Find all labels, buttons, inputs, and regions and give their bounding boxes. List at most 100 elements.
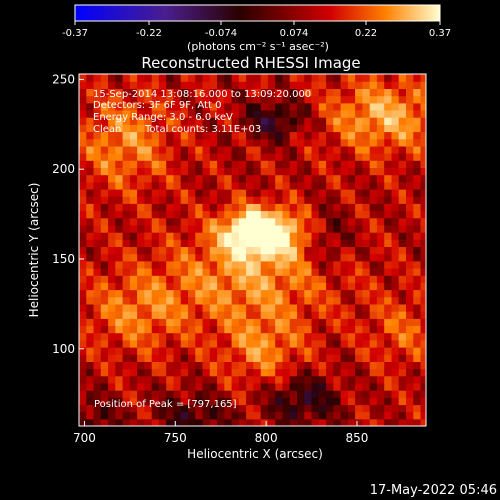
heatmap-cell — [362, 325, 371, 334]
heatmap-cell — [122, 332, 131, 341]
heatmap-cell — [158, 224, 167, 233]
heatmap-cell — [326, 411, 334, 420]
heatmap-cell — [391, 397, 400, 406]
heatmap-cell — [340, 289, 349, 298]
heatmap-cell — [253, 145, 262, 154]
heatmap-cell — [217, 368, 225, 377]
heatmap-cell — [340, 318, 349, 326]
heatmap — [79, 74, 426, 426]
heatmap-cell — [289, 404, 298, 413]
heatmap-cell — [376, 210, 385, 219]
heatmap-cell — [326, 339, 334, 348]
heatmap-cell — [238, 397, 247, 406]
heatmap-cell — [217, 397, 225, 406]
heatmap-cell — [376, 246, 385, 255]
heatmap-cell — [151, 102, 160, 111]
heatmap-cell — [362, 296, 371, 305]
heatmap-cell — [100, 397, 109, 406]
heatmap-cell — [180, 411, 189, 420]
heatmap-cell — [238, 196, 247, 204]
heatmap-cell — [188, 404, 196, 413]
heatmap-cell — [260, 318, 269, 326]
heatmap-cell — [173, 325, 182, 334]
heatmap-cell — [260, 282, 269, 291]
heatmap-cell — [246, 411, 254, 420]
heatmap-cell — [137, 232, 145, 240]
heatmap-cell — [122, 390, 131, 398]
heatmap-cell — [304, 232, 313, 240]
heatmap-cell — [108, 124, 116, 133]
heatmap-cell — [398, 260, 407, 269]
heatmap-cell — [100, 325, 109, 334]
heatmap-cell — [246, 382, 254, 391]
heatmap-cell — [304, 117, 313, 125]
heatmap-cell — [333, 95, 342, 104]
heatmap-cell — [129, 102, 138, 111]
heatmap-cell — [224, 318, 233, 326]
heatmap-cell — [144, 188, 153, 197]
heatmap-cell — [224, 117, 233, 125]
heatmap-cell — [144, 167, 153, 176]
heatmap-cell — [362, 74, 371, 82]
heatmap-cell — [166, 325, 175, 334]
heatmap-cell — [217, 296, 225, 305]
heatmap-cell — [144, 390, 153, 398]
heatmap-cell — [333, 232, 342, 240]
heatmap-cell — [267, 74, 276, 82]
heatmap-cell — [195, 268, 204, 276]
heatmap-cell — [391, 411, 400, 420]
heatmap-cell — [137, 117, 145, 125]
heatmap-cell — [267, 181, 276, 190]
heatmap-cell — [224, 224, 233, 233]
heatmap-cell — [93, 332, 102, 341]
heatmap-cell — [231, 339, 240, 348]
heatmap-cell — [384, 224, 393, 233]
heatmap-cell — [355, 217, 363, 226]
heatmap-cell — [297, 174, 305, 183]
heatmap-cell — [318, 88, 327, 97]
heatmap-cell — [195, 109, 204, 118]
heatmap-cell — [115, 210, 124, 219]
heatmap-cell — [144, 268, 153, 276]
heatmap-cell — [137, 390, 145, 398]
heatmap-cell — [151, 282, 160, 291]
heatmap-cell — [398, 102, 407, 111]
heatmap-cell — [202, 361, 211, 370]
heatmap-cell — [115, 138, 124, 147]
heatmap-cell — [304, 124, 313, 133]
heatmap-cell — [93, 210, 102, 219]
heatmap-cell — [195, 74, 204, 82]
heatmap-cell — [333, 239, 342, 247]
heatmap-cell — [420, 145, 426, 154]
heatmap-cell — [115, 181, 124, 190]
heatmap-cell — [413, 354, 422, 362]
heatmap-cell — [376, 138, 385, 147]
heatmap-cell — [195, 210, 204, 219]
heatmap-cell — [166, 153, 175, 161]
heatmap-cell — [420, 325, 426, 334]
heatmap-cell — [93, 81, 102, 89]
heatmap-cell — [347, 390, 356, 398]
heatmap-cell — [137, 282, 145, 291]
heatmap-cell — [209, 318, 218, 326]
heatmap-cell — [311, 181, 320, 190]
heatmap-cell — [195, 167, 204, 176]
heatmap-cell — [376, 203, 385, 212]
heatmap-cell — [231, 347, 240, 355]
heatmap-cell — [209, 239, 218, 247]
heatmap-cell — [209, 153, 218, 161]
heatmap-cell — [304, 347, 313, 355]
heatmap-cell — [355, 203, 363, 212]
heatmap-cell — [100, 347, 109, 355]
heatmap-cell — [340, 196, 349, 204]
heatmap-cell — [158, 131, 167, 140]
heatmap-cell — [318, 232, 327, 240]
heatmap-cell — [376, 368, 385, 377]
heatmap-cell — [217, 203, 225, 212]
heatmap-cell — [362, 289, 371, 298]
heatmap-cell — [318, 160, 327, 168]
heatmap-cell — [406, 253, 414, 262]
heatmap-cell — [238, 232, 247, 240]
heatmap-cell — [304, 88, 313, 97]
